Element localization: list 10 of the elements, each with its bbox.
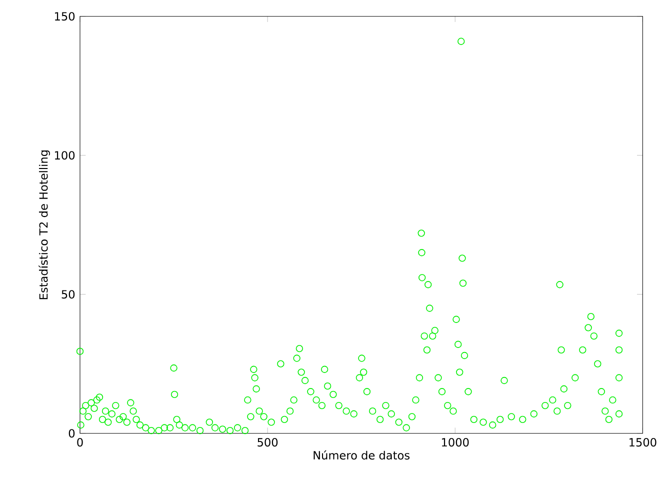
y-axis-title: Estadístico T2 de Hotelling	[38, 150, 50, 300]
x-tick-label: 500	[258, 438, 278, 447]
y-tick-label: 100	[55, 151, 75, 160]
y-tick-label: 50	[62, 290, 75, 299]
x-tick-label: 1000	[442, 438, 469, 447]
y-tick-label: 0	[68, 429, 75, 438]
x-axis-title: Número de datos	[314, 450, 410, 460]
x-tick-label: 0	[77, 438, 83, 447]
x-tick-label: 1500	[630, 438, 656, 447]
y-tick-label: 150	[55, 12, 75, 21]
